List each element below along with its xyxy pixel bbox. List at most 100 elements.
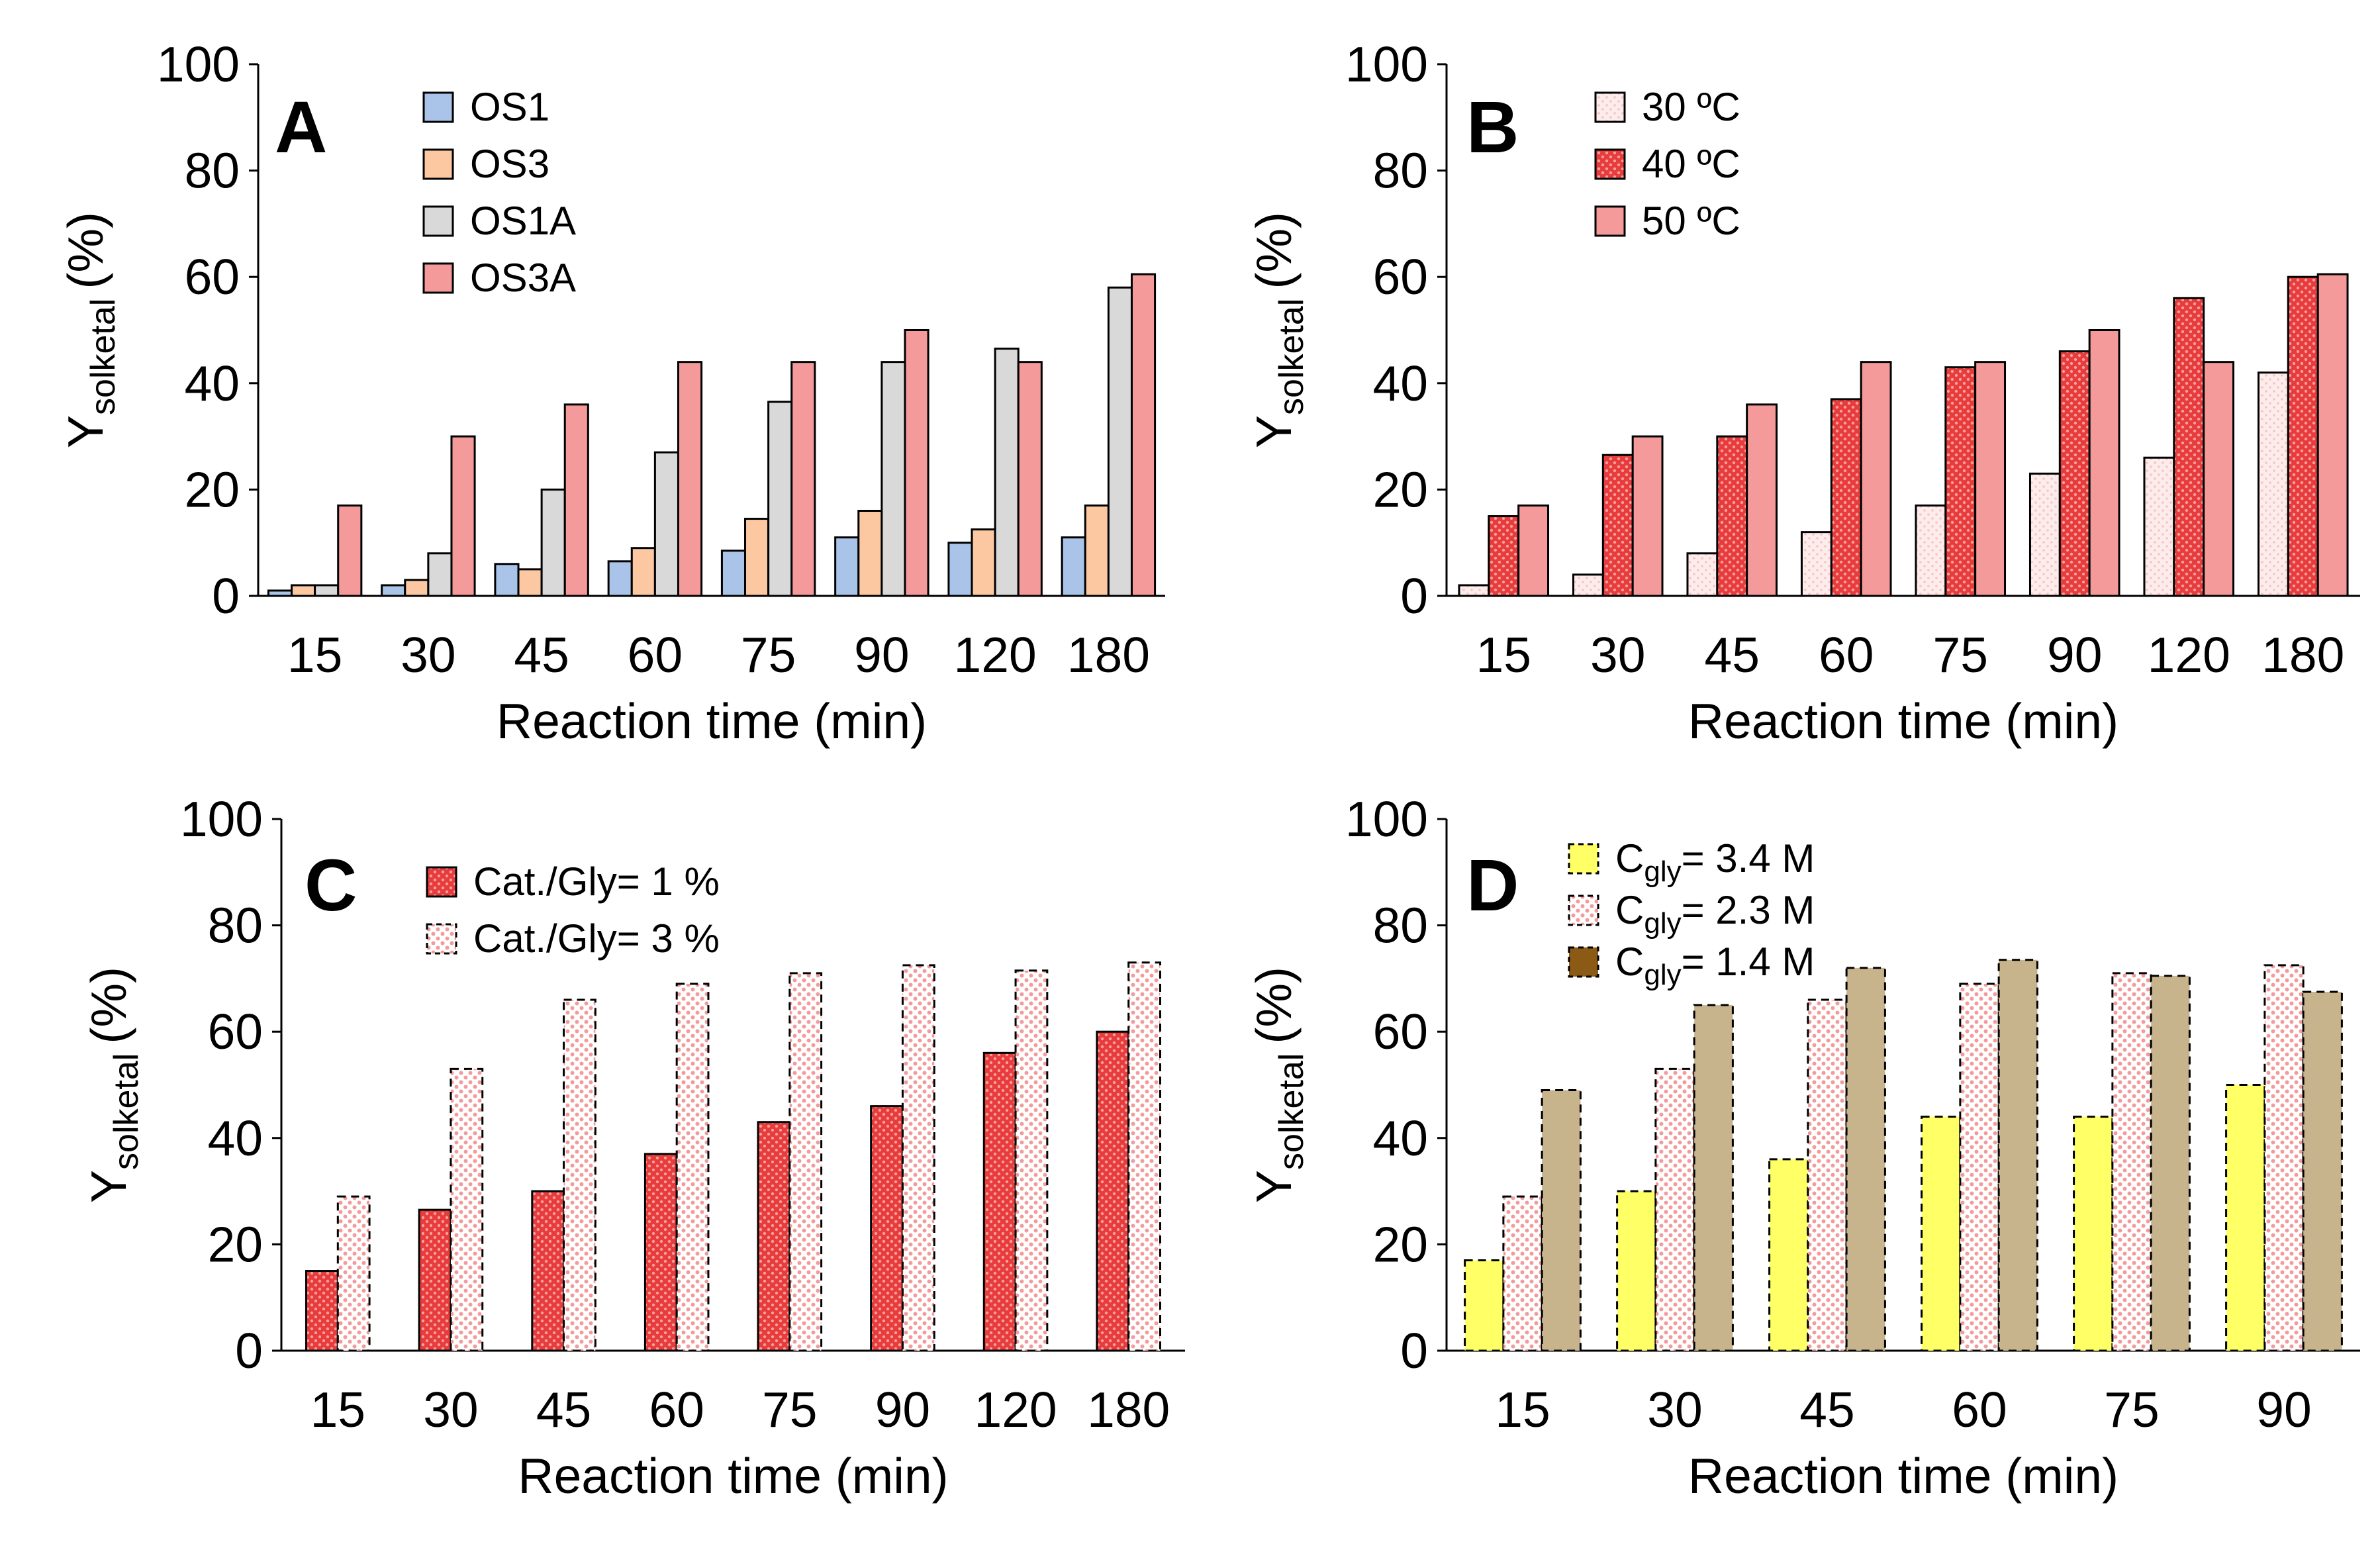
x-tick-label: 45 — [536, 1382, 591, 1437]
legend-label-sub: gly — [1644, 907, 1681, 940]
legend-label: Cgly= 1.4 M — [1615, 940, 1815, 991]
legend-label: 30 ºC — [1642, 85, 1740, 129]
bar-A-s2-c1 — [427, 552, 453, 597]
y-tick-label: 60 — [1373, 1004, 1428, 1059]
legend-label: OS3 — [470, 142, 549, 186]
legend-label-main: C — [1615, 836, 1644, 881]
bar-C-s0-c4 — [757, 1121, 791, 1352]
legend-swatch — [1568, 894, 1599, 926]
bar-D-s0-c1 — [1616, 1190, 1657, 1352]
x-tick-label: 60 — [1952, 1382, 2007, 1437]
panel-letter: A — [275, 87, 327, 168]
y-tick-label: 0 — [212, 568, 240, 624]
bar-D-s1-c2 — [1807, 998, 1848, 1352]
bar-A-s1-c7 — [1084, 504, 1110, 597]
x-tick-label: 30 — [1590, 627, 1645, 683]
legend-label-sub: gly — [1644, 959, 1681, 991]
x-axis-label: Reaction time (min) — [1688, 693, 2118, 749]
bar-A-s2-c3 — [653, 451, 679, 597]
x-tick-label: 45 — [514, 627, 569, 683]
legend-label: Cgly= 3.4 M — [1615, 836, 1815, 888]
bar-A-s3-c1 — [450, 435, 476, 597]
y-axis-label-main: Y — [81, 1170, 136, 1203]
bar-A-s2-c2 — [540, 488, 566, 597]
x-tick-label: 45 — [1799, 1382, 1854, 1437]
y-axis-label-sub: solketal — [1272, 299, 1311, 415]
bar-D-s2-c1 — [1693, 1004, 1734, 1352]
bar-C-s0-c7 — [1096, 1030, 1130, 1352]
y-tick-label: 0 — [1400, 568, 1428, 624]
chart-panel-A: 0 20 40 60 80 100 15 30 45 60 75 90 120 180 Reaction t… — [58, 36, 1165, 749]
bar-B-s0-c0 — [1458, 584, 1490, 597]
y-axis-label-main: Y — [1246, 1170, 1302, 1203]
bar-A-s1-c6 — [971, 528, 996, 597]
legend-label: 50 ºC — [1642, 199, 1740, 243]
y-tick-label: 100 — [180, 791, 263, 847]
x-tick-label: 120 — [954, 627, 1037, 683]
bar-D-s0-c0 — [1464, 1259, 1505, 1352]
legend-label: 40 ºC — [1642, 142, 1740, 186]
bar-C-s1-c2 — [563, 998, 596, 1352]
x-tick-label: 60 — [1819, 627, 1874, 683]
legend-label: OS1A — [470, 199, 576, 243]
x-tick-label: 60 — [649, 1382, 704, 1437]
bar-D-s2-c2 — [1845, 967, 1886, 1352]
bar-D-s2-c5 — [2302, 990, 2343, 1352]
bar-C-s0-c6 — [982, 1051, 1017, 1352]
y-axis-label-unit: (%) — [58, 212, 113, 289]
bar-D-s2-c3 — [1997, 959, 2038, 1352]
legend-swatch — [422, 262, 454, 294]
bar-B-s1-c1 — [1601, 454, 1634, 597]
y-axis-label-unit: (%) — [1246, 967, 1302, 1044]
bar-B-s2-c1 — [1631, 435, 1664, 597]
panel-letter: B — [1466, 87, 1519, 168]
bar-A-s1-c5 — [857, 510, 883, 597]
bar-B-s0-c2 — [1686, 552, 1719, 597]
x-tick-label: 15 — [287, 627, 342, 683]
legend-label-main: C — [1615, 888, 1644, 932]
bar-D-s1-c4 — [2111, 972, 2152, 1352]
bar-D-s1-c1 — [1654, 1067, 1695, 1352]
bar-A-s0-c1 — [381, 584, 406, 597]
bar-B-s0-c3 — [1800, 531, 1833, 597]
y-axis-label-main: Y — [1246, 415, 1302, 448]
bar-A-s3-c7 — [1130, 273, 1157, 597]
y-axis-label-unit: (%) — [81, 967, 136, 1044]
legend-label: OS3A — [470, 256, 576, 300]
bar-A-s3-c4 — [790, 361, 816, 597]
bar-C-s1-c7 — [1127, 961, 1161, 1352]
x-tick-label: 120 — [974, 1382, 1057, 1437]
bar-A-s1-c2 — [517, 568, 543, 597]
bar-B-s0-c1 — [1572, 573, 1604, 597]
panel-letter: C — [305, 845, 357, 926]
x-tick-label: 75 — [2104, 1382, 2159, 1437]
y-tick-label: 40 — [1373, 356, 1428, 411]
x-tick-label: 90 — [875, 1382, 930, 1437]
bar-B-s0-c4 — [1915, 504, 1947, 597]
bar-D-s2-c4 — [2150, 975, 2191, 1352]
legend-swatch — [422, 91, 454, 123]
bar-B-s1-c4 — [1944, 366, 1977, 597]
y-tick-label: 20 — [208, 1216, 263, 1272]
bar-B-s1-c2 — [1716, 435, 1748, 597]
bar-A-s0-c5 — [834, 536, 860, 597]
bar-A-s0-c2 — [494, 563, 520, 597]
chart-panel-B: 0 20 40 60 80 100 15 30 45 60 75 90 120 180 Reaction t… — [1246, 36, 2360, 749]
bar-B-s1-c5 — [2058, 350, 2091, 597]
bar-D-s0-c3 — [1921, 1116, 1962, 1352]
y-tick-label: 40 — [1373, 1110, 1428, 1166]
y-tick-label: 80 — [208, 898, 263, 953]
bar-D-s1-c3 — [1959, 983, 2000, 1352]
bar-A-s3-c2 — [563, 403, 589, 597]
y-tick-label: 60 — [208, 1004, 263, 1059]
x-tick-label: 90 — [2047, 627, 2102, 683]
bar-C-s1-c0 — [336, 1195, 371, 1352]
legend-swatch — [1568, 843, 1599, 875]
legend-swatch — [1568, 946, 1599, 978]
bar-A-s2-c4 — [767, 401, 793, 597]
legend-label-suffix: = 3.4 M — [1682, 836, 1815, 881]
y-tick-label: 100 — [157, 36, 240, 92]
legend-label-sub: gly — [1644, 855, 1681, 888]
bar-D-s1-c0 — [1502, 1195, 1543, 1352]
